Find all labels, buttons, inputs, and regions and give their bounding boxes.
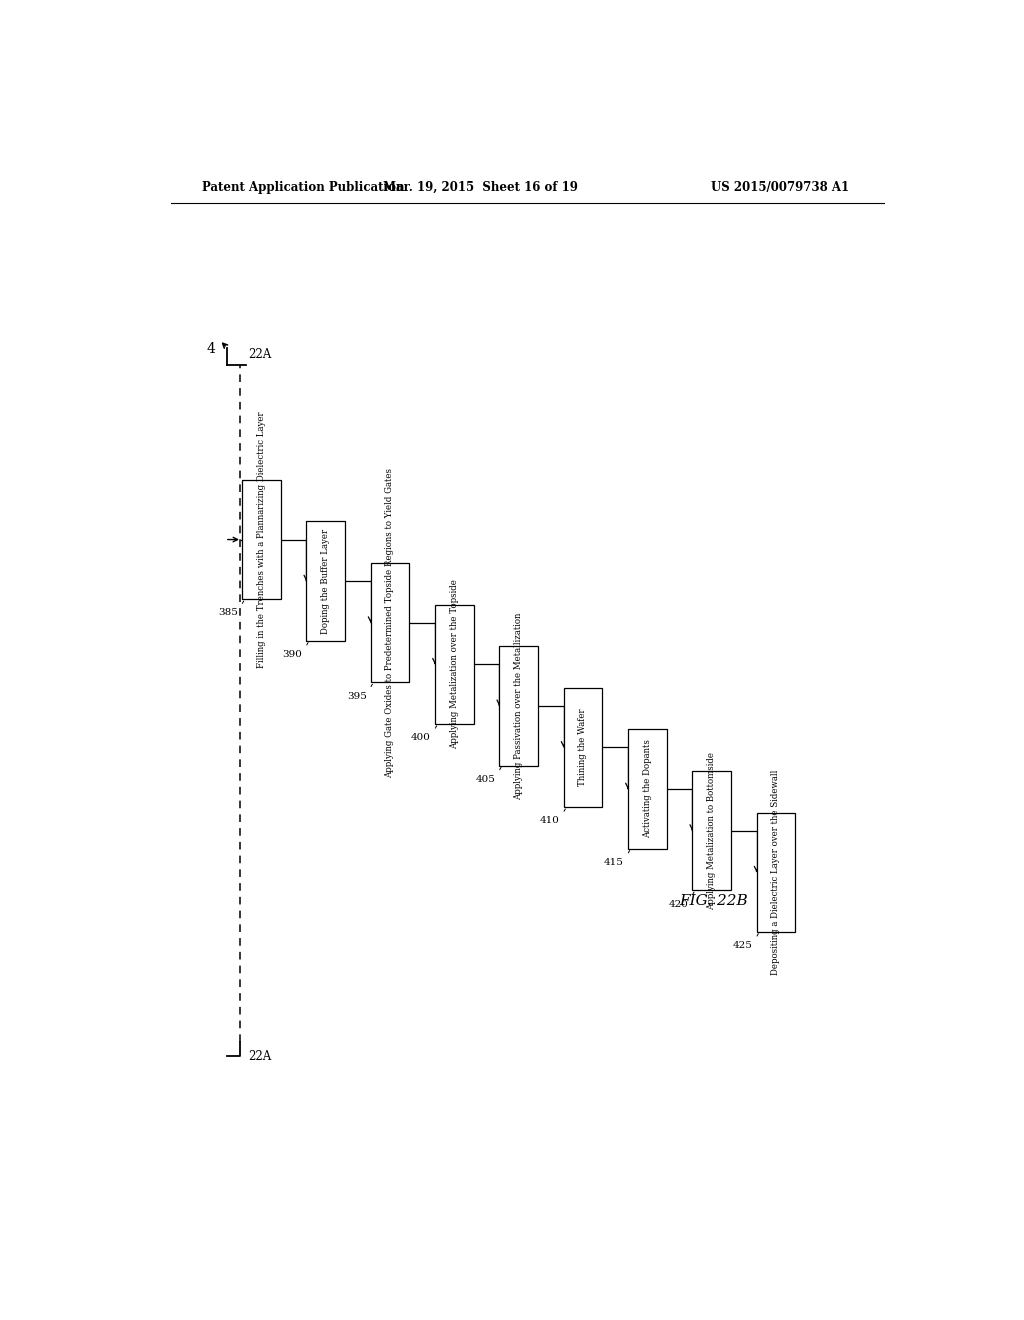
Text: Doping the Buffer Layer: Doping the Buffer Layer <box>322 528 330 634</box>
Bar <box>563 688 602 807</box>
Text: 385: 385 <box>218 609 238 618</box>
Text: 390: 390 <box>283 649 302 659</box>
Text: 415: 415 <box>604 858 624 867</box>
Text: Mar. 19, 2015  Sheet 16 of 19: Mar. 19, 2015 Sheet 16 of 19 <box>383 181 579 194</box>
Text: Applying Metalization to Bottomside: Applying Metalization to Bottomside <box>708 751 716 909</box>
Text: Patent Application Publication: Patent Application Publication <box>202 181 404 194</box>
Bar <box>306 521 345 640</box>
Text: 405: 405 <box>475 775 496 784</box>
Text: Applying Metalization over the Topside: Applying Metalization over the Topside <box>450 579 459 750</box>
Text: Thining the Wafer: Thining the Wafer <box>579 709 588 787</box>
Text: 425: 425 <box>733 941 753 950</box>
Text: Activating the Dopants: Activating the Dopants <box>643 739 651 838</box>
Text: US 2015/0079738 A1: US 2015/0079738 A1 <box>711 181 849 194</box>
Bar <box>242 480 281 599</box>
Text: Applying Passivation over the Metallization: Applying Passivation over the Metallizat… <box>514 612 523 800</box>
Bar <box>435 605 474 723</box>
Text: Filling in the Trenches with a Plannarizing Dielectric Layer: Filling in the Trenches with a Plannariz… <box>257 412 266 668</box>
Text: 420: 420 <box>669 899 688 908</box>
Text: 22A: 22A <box>248 348 271 360</box>
Bar <box>628 730 667 849</box>
Bar <box>692 771 731 890</box>
Text: 4: 4 <box>207 342 216 356</box>
Text: Applying Gate Oxides to Predetermined Topside Regions to Yield Gates: Applying Gate Oxides to Predetermined To… <box>385 467 394 777</box>
Text: FIG. 22B: FIG. 22B <box>679 895 748 908</box>
Text: 395: 395 <box>347 692 367 701</box>
Bar <box>371 564 410 682</box>
Bar <box>500 647 538 766</box>
Text: 410: 410 <box>540 816 560 825</box>
Text: Depositing a Dielectric Layer over the Sidewall: Depositing a Dielectric Layer over the S… <box>771 770 780 975</box>
Text: 400: 400 <box>412 733 431 742</box>
Text: 22A: 22A <box>248 1051 271 1063</box>
Bar <box>757 813 796 932</box>
